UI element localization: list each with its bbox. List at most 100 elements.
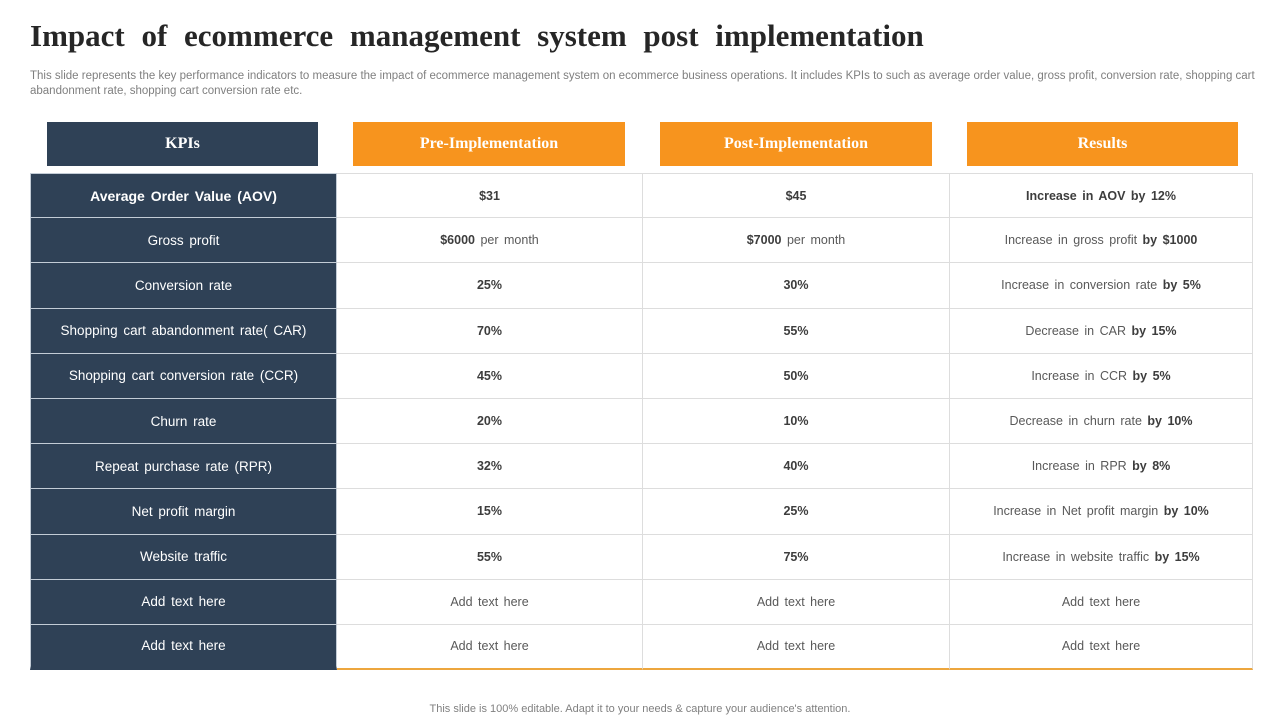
result-prefix: Increase in conversion rate <box>1001 278 1163 293</box>
page-title: Impact of ecommerce management system po… <box>30 18 924 53</box>
pre-implementation-value: $6000 <box>440 233 475 248</box>
post-implementation-value: 25% <box>783 504 809 519</box>
column-header-post-implementation: Post-Implementation <box>660 122 932 166</box>
post-implementation-cell: 30% <box>643 263 950 309</box>
kpi-cell: Net profit margin <box>30 489 337 535</box>
pre-implementation-value: 15% <box>476 504 503 519</box>
result-bold: by 5% <box>1132 368 1171 383</box>
post-implementation-value: 10% <box>783 414 809 429</box>
kpi-label: Conversion rate <box>134 277 233 293</box>
pre-implementation-cell: 45% <box>337 353 643 399</box>
kpi-label: Shopping cart abandonment rate( CAR) <box>60 323 307 339</box>
kpi-label: Churn rate <box>150 413 217 429</box>
result-prefix: Increase in website traffic <box>1002 549 1155 564</box>
result-cell: Increase in Net profit margin by 10% <box>950 489 1253 535</box>
pre-implementation-value: $31 <box>479 188 500 203</box>
result-bold: by 5% <box>1162 278 1201 293</box>
result-bold: by 8% <box>1132 459 1171 474</box>
kpi-cell: Average Order Value (AOV) <box>30 173 337 219</box>
post-implementation-cell: 25% <box>643 489 950 535</box>
kpi-cell: Conversion rate <box>30 263 337 309</box>
result-prefix: Add text here <box>1061 594 1141 609</box>
post-implementation-value: 40% <box>783 459 809 474</box>
result-cell: Increase in AOV by 12% <box>950 173 1253 219</box>
result-cell: Increase in CCR by 5% <box>950 353 1253 399</box>
post-implementation-cell: 10% <box>643 398 950 445</box>
pre-implementation-cell: $31 <box>337 173 643 219</box>
post-implementation-cell: 55% <box>643 308 950 354</box>
post-implementation-value: $45 <box>785 188 807 203</box>
result-cell: Increase in RPR by 8% <box>950 444 1253 490</box>
kpi-label: Website traffic <box>139 549 228 565</box>
result-cell: Add text here <box>950 579 1253 625</box>
kpi-cell: Gross profit <box>30 218 337 264</box>
result-cell: Decrease in CAR by 15% <box>950 308 1253 354</box>
kpi-cell: Shopping cart conversion rate (CCR) <box>30 353 337 399</box>
post-implementation-cell: $45 <box>643 173 950 219</box>
kpi-cell: Website traffic <box>30 534 337 580</box>
kpi-cell: Repeat purchase rate (RPR) <box>30 444 337 490</box>
pre-implementation-cell: 20% <box>337 398 643 445</box>
kpi-label: Repeat purchase rate (RPR) <box>94 458 273 474</box>
post-implementation-cell: Add text here <box>643 624 950 671</box>
pre-implementation-cell: 70% <box>337 308 643 354</box>
pre-implementation-value: 70% <box>476 323 503 338</box>
pre-implementation-value: 20% <box>476 414 503 429</box>
pre-implementation-cell: Add text here <box>337 579 643 625</box>
column-header-kpis: KPIs <box>47 122 318 166</box>
result-cell: Increase in conversion rate by 5% <box>950 263 1253 309</box>
result-cell: Decrease in churn rate by 10% <box>950 398 1253 445</box>
post-implementation-suffix: Add text here <box>756 594 836 609</box>
column-header-pre-implementation-label: Pre-Implementation <box>419 135 559 152</box>
post-implementation-value: 30% <box>783 278 809 293</box>
post-implementation-cell: Add text here <box>643 579 950 625</box>
column-header-pre-implementation: Pre-Implementation <box>353 122 625 166</box>
result-bold: by $1000 <box>1142 233 1198 248</box>
pre-implementation-cell: Add text here <box>337 624 643 671</box>
slide-description: This slide represents the key performanc… <box>30 70 1255 98</box>
post-implementation-suffix: per month <box>781 233 846 248</box>
pre-implementation-value: 25% <box>476 278 503 293</box>
post-implementation-cell: 50% <box>643 353 950 399</box>
result-prefix: Add text here <box>1061 639 1141 654</box>
post-implementation-cell: 75% <box>643 534 950 580</box>
result-prefix: Increase in CCR <box>1031 368 1133 383</box>
pre-implementation-suffix: per month <box>475 233 539 248</box>
pre-implementation-value: 45% <box>476 368 503 383</box>
result-bold: by 15% <box>1154 549 1200 564</box>
result-prefix: Increase in RPR <box>1031 459 1133 474</box>
column-header-kpis-label: KPIs <box>165 135 200 152</box>
pre-implementation-suffix: Add text here <box>450 594 529 609</box>
result-prefix: Decrease in churn rate <box>1009 414 1148 429</box>
post-implementation-value: 75% <box>783 549 809 564</box>
kpi-label: Net profit margin <box>131 503 236 519</box>
result-prefix: Increase in Net profit margin <box>993 504 1164 519</box>
pre-implementation-suffix: Add text here <box>450 639 529 654</box>
kpi-label: Gross profit <box>147 232 220 248</box>
column-header-results: Results <box>967 122 1238 166</box>
post-implementation-cell: 40% <box>643 444 950 490</box>
pre-implementation-cell: 25% <box>337 263 643 309</box>
kpi-label: Add text here <box>141 594 226 610</box>
post-implementation-suffix: Add text here <box>756 639 836 654</box>
result-cell: Increase in website traffic by 15% <box>950 534 1253 580</box>
pre-implementation-cell: 32% <box>337 444 643 490</box>
pre-implementation-cell: 15% <box>337 489 643 535</box>
kpi-label: Add text here <box>141 637 226 653</box>
column-header-results-label: Results <box>1077 135 1128 152</box>
kpi-label: Average Order Value (AOV) <box>90 187 277 204</box>
post-implementation-cell: $7000 per month <box>643 218 950 264</box>
pre-implementation-value: 32% <box>476 459 503 474</box>
kpi-cell: Churn rate <box>30 398 337 445</box>
result-bold: by 15% <box>1131 323 1177 338</box>
result-bold: by 10% <box>1147 414 1193 429</box>
post-implementation-value: 55% <box>783 323 809 338</box>
result-bold: Increase in AOV by 12% <box>1026 188 1176 203</box>
pre-implementation-value: 55% <box>476 549 503 564</box>
post-implementation-value: $7000 <box>746 233 782 248</box>
result-cell: Add text here <box>950 624 1253 671</box>
kpi-cell: Add text here <box>30 624 337 671</box>
kpi-cell: Add text here <box>30 579 337 625</box>
column-header-post-implementation-label: Post-Implementation <box>724 135 868 152</box>
